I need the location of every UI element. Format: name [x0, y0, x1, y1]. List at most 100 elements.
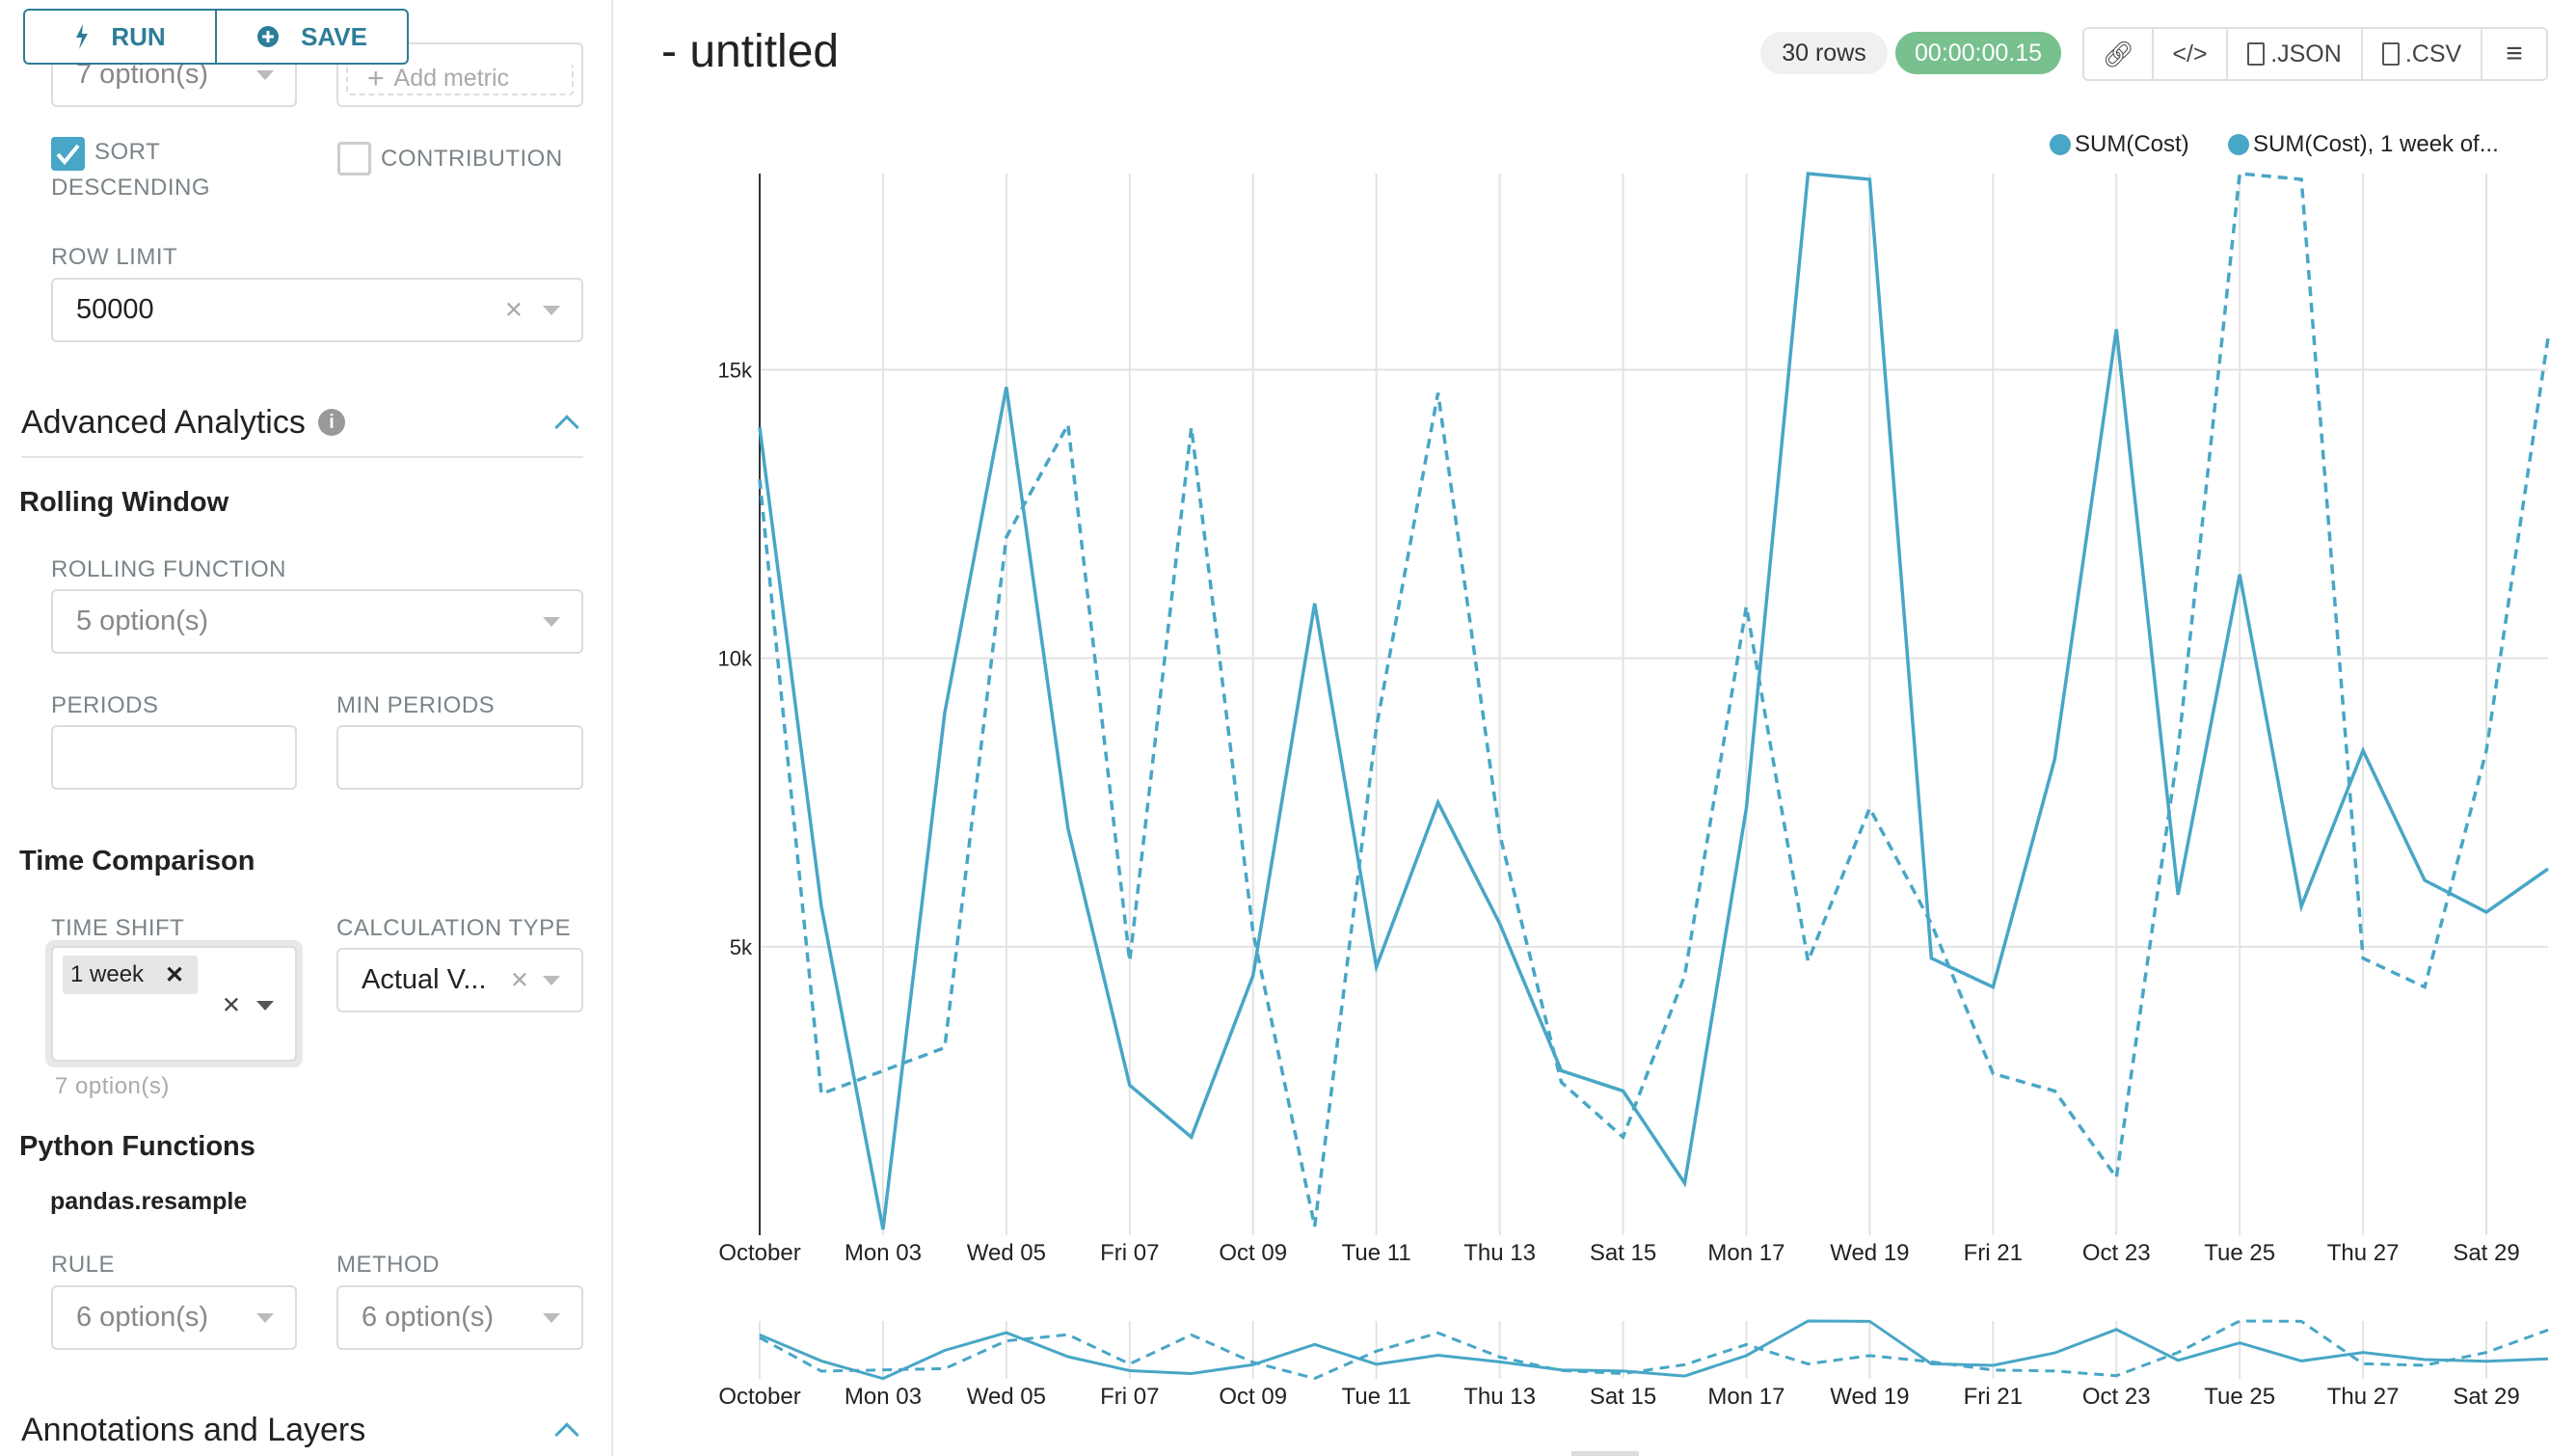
data-point[interactable] — [2298, 176, 2304, 182]
data-point[interactable] — [2052, 1088, 2057, 1093]
data-point[interactable] — [1312, 601, 1318, 607]
sort-descending-checkbox[interactable] — [51, 137, 85, 171]
calculation-type-select[interactable]: Actual V... ✕ — [336, 948, 583, 1012]
data-point[interactable] — [1559, 1079, 1565, 1085]
data-point[interactable] — [2422, 877, 2428, 883]
data-point[interactable] — [1312, 1224, 1318, 1229]
data-point[interactable] — [880, 1067, 886, 1073]
data-point[interactable] — [1374, 724, 1380, 730]
data-point[interactable] — [818, 903, 824, 909]
time-comparison-title: Time Comparison — [19, 846, 255, 876]
brush-x-tick-label: Wed 19 — [1830, 1384, 1909, 1410]
data-point[interactable] — [1681, 973, 1687, 979]
data-point[interactable] — [1928, 921, 1934, 927]
data-point[interactable] — [2052, 756, 2057, 762]
data-point[interactable] — [2113, 1174, 2119, 1180]
info-icon[interactable]: i — [318, 409, 345, 436]
legend-item-sum-cost-1-week[interactable]: SUM(Cost), 1 week of... — [2228, 131, 2499, 158]
rule-select[interactable]: 6 option(s) — [51, 1285, 297, 1350]
checkmark-icon — [56, 144, 80, 166]
method-select[interactable]: 6 option(s) — [336, 1285, 583, 1350]
data-point[interactable] — [2483, 747, 2489, 753]
rolling-function-select[interactable]: 5 option(s) — [51, 589, 583, 654]
sort-descending-label: SORT — [94, 139, 161, 165]
export-csv-button[interactable]: .CSV — [2361, 29, 2481, 79]
advanced-analytics-header[interactable]: Advanced Analytics — [21, 404, 306, 441]
data-point[interactable] — [2545, 866, 2551, 872]
data-point[interactable] — [1065, 825, 1071, 831]
data-point[interactable] — [1436, 390, 1441, 395]
clear-icon[interactable]: ✕ — [221, 992, 241, 1019]
data-point[interactable] — [1374, 964, 1380, 970]
data-point[interactable] — [942, 710, 948, 715]
data-point[interactable] — [1990, 984, 1996, 990]
save-button[interactable]: SAVE — [215, 11, 407, 63]
data-point[interactable] — [2237, 171, 2242, 176]
data-point[interactable] — [818, 1091, 824, 1096]
data-point[interactable] — [1866, 805, 1872, 811]
data-point[interactable] — [1250, 930, 1256, 935]
data-point[interactable] — [2360, 956, 2366, 961]
embed-code-button[interactable]: </> — [2152, 29, 2226, 79]
data-point[interactable] — [1436, 799, 1441, 805]
data-point[interactable] — [1497, 831, 1503, 837]
x-tick-label: October — [718, 1240, 800, 1266]
chevron-down-icon — [256, 1001, 274, 1011]
clear-icon[interactable]: ✕ — [509, 967, 529, 993]
data-point[interactable] — [1990, 1070, 1996, 1076]
chart-title[interactable]: - untitled — [661, 26, 840, 77]
row-limit-label: ROW LIMIT — [51, 244, 178, 270]
data-point[interactable] — [1928, 956, 1934, 961]
legend-item-sum-cost[interactable]: SUM(Cost) — [2050, 131, 2189, 158]
periods-label: PERIODS — [51, 692, 159, 718]
data-point[interactable] — [1250, 973, 1256, 979]
time-shift-multiselect[interactable]: 1 week ✕ ✕ — [51, 946, 297, 1062]
brush-x-tick-label: Sat 29 — [2453, 1384, 2519, 1410]
remove-tag-icon[interactable]: ✕ — [165, 961, 185, 988]
copy-link-button[interactable]: 🔗︎ — [2084, 29, 2152, 79]
data-point[interactable] — [2175, 892, 2181, 898]
data-point[interactable] — [1004, 384, 1009, 390]
data-point[interactable] — [2360, 747, 2366, 753]
run-button[interactable]: RUN — [25, 11, 215, 63]
data-point[interactable] — [1866, 176, 1872, 182]
legend-label: SUM(Cost) — [2075, 131, 2189, 157]
data-point[interactable] — [1065, 421, 1071, 427]
data-point[interactable] — [2545, 336, 2551, 341]
clear-icon[interactable]: ✕ — [503, 297, 523, 323]
data-point[interactable] — [2298, 903, 2304, 909]
data-point[interactable] — [1805, 171, 1811, 176]
data-point[interactable] — [2237, 572, 2242, 578]
data-point[interactable] — [1127, 958, 1133, 964]
legend-label: SUM(Cost), 1 week of... — [2253, 131, 2499, 157]
add-metric-button[interactable]: + Add metric — [346, 63, 574, 95]
data-point[interactable] — [2175, 747, 2181, 753]
data-point[interactable] — [2113, 327, 2119, 333]
data-point[interactable] — [880, 1227, 886, 1232]
data-point[interactable] — [1189, 424, 1194, 430]
more-options-button[interactable]: ≡ — [2481, 29, 2546, 79]
data-point[interactable] — [1621, 1134, 1626, 1140]
data-point[interactable] — [2483, 909, 2489, 915]
annotations-layers-header[interactable]: Annotations and Layers — [21, 1412, 366, 1448]
contribution-checkbox[interactable] — [337, 142, 371, 175]
data-point[interactable] — [1743, 604, 1749, 609]
scrollbar-thumb[interactable] — [1571, 1451, 1639, 1456]
data-point[interactable] — [757, 424, 763, 430]
data-point[interactable] — [1189, 1134, 1194, 1140]
data-point[interactable] — [1743, 805, 1749, 811]
data-point[interactable] — [1621, 1088, 1626, 1093]
periods-input[interactable] — [51, 725, 297, 790]
min-periods-input[interactable] — [336, 725, 583, 790]
data-point[interactable] — [1127, 1082, 1133, 1088]
data-point[interactable] — [1004, 534, 1009, 540]
data-point[interactable] — [2422, 984, 2428, 990]
y-tick-label: 5k — [730, 935, 753, 959]
row-limit-select[interactable]: 50000 ✕ — [51, 278, 583, 342]
data-point[interactable] — [942, 1045, 948, 1051]
data-point[interactable] — [1497, 921, 1503, 927]
data-point[interactable] — [1805, 958, 1811, 964]
data-point[interactable] — [1681, 1180, 1687, 1186]
export-json-button[interactable]: .JSON — [2226, 29, 2361, 79]
data-point[interactable] — [757, 476, 763, 482]
